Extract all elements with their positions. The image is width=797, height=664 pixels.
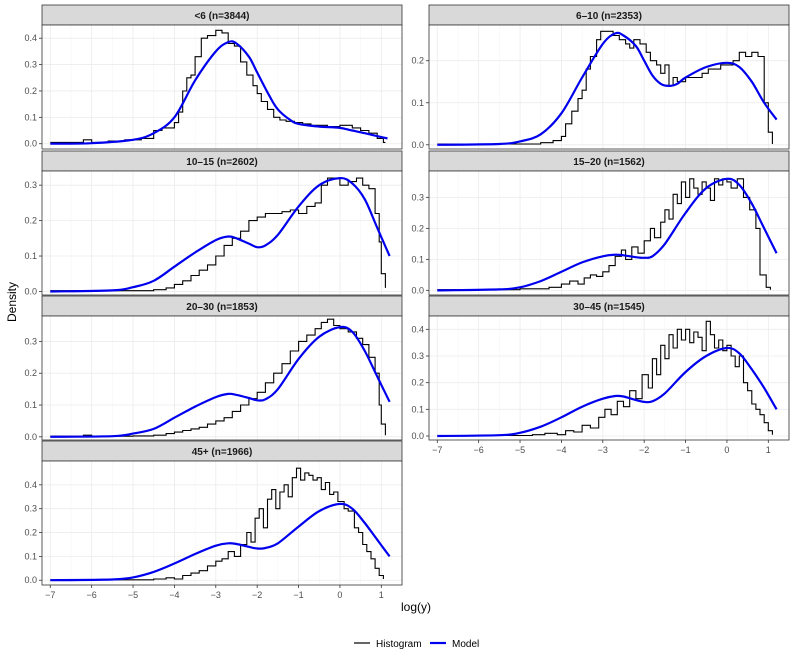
facet-panel: 30–45 (n=1545) 0.0 0.1 0.2 0.3 0.4 −7 −6 −5 −4 −3 −…	[411, 295, 790, 455]
model-series	[50, 40, 388, 145]
x-tick-label: 1	[379, 590, 384, 600]
y-tick-label: 0.4	[411, 324, 424, 334]
y-tick-label: 0.0	[411, 285, 424, 295]
x-tick-label: −4	[556, 445, 566, 455]
model-series	[50, 176, 391, 293]
x-axis-title: log(y)	[401, 600, 431, 614]
y-tick-label: 0.4	[24, 480, 37, 490]
legend: Histogram Model	[354, 639, 479, 650]
x-tick-label: −5	[515, 445, 525, 455]
model-series	[437, 31, 778, 146]
facet-panel: 15–20 (n=1562) 0.0 0.1 0.2 0.3	[411, 150, 790, 296]
x-tick-label: −7	[45, 590, 55, 600]
y-tick-label: 0.0	[411, 140, 424, 150]
y-tick-label: 0.3	[24, 336, 37, 346]
x-tick-label: −3	[211, 590, 221, 600]
y-tick-label: 0.3	[24, 504, 37, 514]
y-tick-label: 0.3	[411, 351, 424, 361]
y-tick-label: 0.2	[24, 216, 37, 226]
plot-area	[429, 316, 789, 440]
x-tick-label: −5	[128, 590, 138, 600]
y-tick-label: 0.3	[24, 180, 37, 190]
panel-border	[428, 24, 790, 150]
legend-label-model: Model	[452, 639, 479, 650]
facet-panel: 10–15 (n=2602) 0.0 0.1 0.2 0.3	[24, 150, 403, 296]
histogram-series	[50, 177, 386, 292]
y-tick-label: 0.1	[24, 251, 37, 261]
x-tick-label: 1	[766, 445, 771, 455]
y-tick-label: 0.0	[24, 432, 37, 442]
x-tick-label: −6	[87, 590, 97, 600]
facet-panel: <6 (n=3844) 0.0 0.1 0.2 0.3 0.4	[24, 4, 403, 150]
model-series	[50, 325, 391, 438]
plot-area	[429, 171, 789, 295]
facet-title: 30–45 (n=1545)	[573, 302, 644, 313]
x-tick-label: −1	[680, 445, 690, 455]
x-tick-label: −6	[474, 445, 484, 455]
facet-title: 6–10 (n=2353)	[576, 11, 642, 22]
facet-title: 20–30 (n=1853)	[186, 302, 257, 313]
plot-area	[42, 171, 402, 295]
histogram-series	[50, 467, 384, 581]
y-tick-label: 0.2	[24, 528, 37, 538]
y-tick-label: 0.3	[24, 60, 37, 70]
y-tick-label: 0.1	[411, 254, 424, 264]
y-tick-label: 0.1	[24, 551, 37, 561]
facet-panel: 45+ (n=1966) 0.0 0.1 0.2 0.3 0.4 −7 −6 −5 −4 −3 −2 −…	[24, 440, 403, 600]
y-tick-label: 0.2	[411, 223, 424, 233]
plot-area	[429, 25, 789, 149]
panels-layer: <6 (n=3844) 0.0 0.1 0.2 0.3 0.4 6–10 (n=2353) 0…	[24, 4, 790, 600]
panel-border	[41, 24, 403, 150]
facet-title: 45+ (n=1966)	[192, 447, 253, 458]
x-tick-label: −2	[639, 445, 649, 455]
y-tick-label: 0.2	[24, 368, 37, 378]
x-tick-label: −7	[432, 445, 442, 455]
x-tick-label: −2	[252, 590, 262, 600]
histogram-series	[437, 30, 773, 145]
y-tick-label: 0.1	[24, 400, 37, 410]
y-tick-label: 0.1	[411, 98, 424, 108]
plot-area	[42, 461, 402, 585]
x-tick-label: 0	[337, 590, 342, 600]
y-tick-label: 0.0	[411, 431, 424, 441]
y-tick-label: 0.1	[411, 404, 424, 414]
facet-panel: 20–30 (n=1853) 0.0 0.1 0.2 0.3	[24, 295, 403, 442]
facet-title: 15–20 (n=1562)	[573, 157, 644, 168]
panel-border	[428, 170, 790, 296]
panel-border	[41, 460, 403, 586]
facet-title: <6 (n=3844)	[194, 11, 249, 22]
x-tick-label: −3	[598, 445, 608, 455]
facet-title: 10–15 (n=2602)	[186, 157, 257, 168]
panel-border	[428, 315, 790, 441]
y-tick-label: 0.0	[24, 139, 37, 149]
plot-area	[42, 316, 402, 440]
y-tick-label: 0.2	[24, 86, 37, 96]
histogram-series	[437, 178, 771, 291]
facet-panel: 6–10 (n=2353) 0.0 0.1 0.2	[411, 4, 790, 150]
y-tick-label: 0.2	[411, 56, 424, 66]
model-series	[50, 502, 391, 582]
y-tick-label: 0.4	[24, 33, 37, 43]
y-tick-label: 0.0	[24, 286, 37, 296]
panel-border	[41, 315, 403, 441]
legend-label-histogram: Histogram	[376, 639, 422, 650]
model-series	[437, 177, 778, 292]
x-tick-label: −4	[169, 590, 179, 600]
y-tick-label: 0.0	[24, 575, 37, 585]
panel-border	[41, 170, 403, 296]
y-tick-label: 0.3	[411, 192, 424, 202]
x-tick-label: 0	[724, 445, 729, 455]
y-axis-title: Density	[5, 282, 19, 322]
y-tick-label: 0.1	[24, 112, 37, 122]
model-series	[437, 346, 778, 438]
y-tick-label: 0.2	[411, 378, 424, 388]
x-tick-label: −1	[293, 590, 303, 600]
